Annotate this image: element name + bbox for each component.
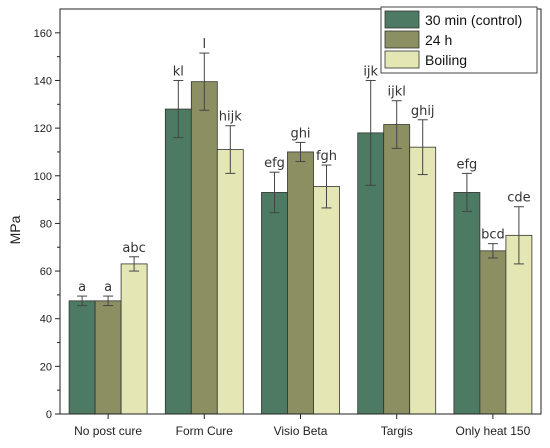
significance-label: kl	[173, 64, 184, 79]
significance-label: ghi	[290, 126, 310, 141]
legend-label: 24 h	[425, 32, 452, 48]
bar	[453, 192, 481, 415]
bar	[216, 149, 244, 415]
bar	[287, 151, 314, 415]
legend-label: Boiling	[425, 52, 467, 68]
significance-label: ijkl	[388, 85, 406, 100]
y-tick-label: 0	[46, 409, 52, 421]
significance-label: a	[104, 280, 112, 295]
x-tick-label: Visio Beta	[274, 424, 328, 438]
bar	[479, 250, 507, 415]
bar	[120, 263, 148, 415]
plot-frame	[59, 8, 542, 415]
x-tick-label: No post cure	[74, 424, 142, 438]
bars	[68, 81, 533, 415]
significance-label: abc	[122, 241, 145, 256]
significance-label: hijk	[219, 110, 242, 125]
significance-label: bcd	[481, 228, 505, 243]
y-tick-label: 160	[34, 28, 52, 40]
legend-swatch	[384, 50, 420, 69]
error-bars	[77, 52, 524, 307]
y-tick-label: 60	[40, 266, 52, 278]
significance-label: ijk	[363, 64, 378, 79]
x-tick-label: Targis	[381, 424, 413, 438]
bar	[383, 124, 411, 415]
bar	[190, 81, 218, 415]
y-tick-label: 100	[34, 171, 52, 183]
legend-label: 30 min (control)	[425, 12, 522, 28]
bar	[261, 192, 288, 415]
x-tick-label: Only heat 150	[456, 424, 531, 438]
significance-label: fgh	[316, 149, 337, 164]
significance-label: ghij	[411, 104, 435, 119]
y-tick-label: 140	[34, 75, 52, 87]
bar	[164, 108, 192, 415]
y-axis-title: MPa	[7, 215, 23, 244]
significance-label: efg	[264, 156, 285, 171]
bar	[68, 300, 96, 415]
bar	[505, 234, 533, 415]
significance-label: a	[78, 280, 86, 295]
bar	[313, 186, 340, 415]
bar	[94, 300, 122, 415]
y-tick-label: 120	[34, 123, 52, 135]
y-tick-label: 80	[40, 218, 52, 230]
legend: 30 min (control) 24 h Boiling	[380, 6, 538, 74]
x-tick-label: Form Cure	[176, 424, 234, 438]
legend-swatch	[384, 10, 420, 29]
x-axis: No post cure Form Cure Visio Beta Targis Onl…	[74, 414, 531, 438]
significance-label: efg	[456, 157, 477, 172]
bar	[409, 146, 437, 415]
significance-label: l	[202, 37, 206, 52]
significance-labels: a aabckllhijkefgghifghijkijklghijefgbcdcd…	[78, 37, 530, 295]
y-tick-label: 40	[40, 314, 52, 326]
y-tick-label: 20	[40, 361, 52, 373]
legend-swatch	[384, 30, 420, 49]
y-axis: 0 20 40 60 80 100 120 140 160	[34, 28, 60, 421]
significance-label: cde	[507, 191, 530, 206]
